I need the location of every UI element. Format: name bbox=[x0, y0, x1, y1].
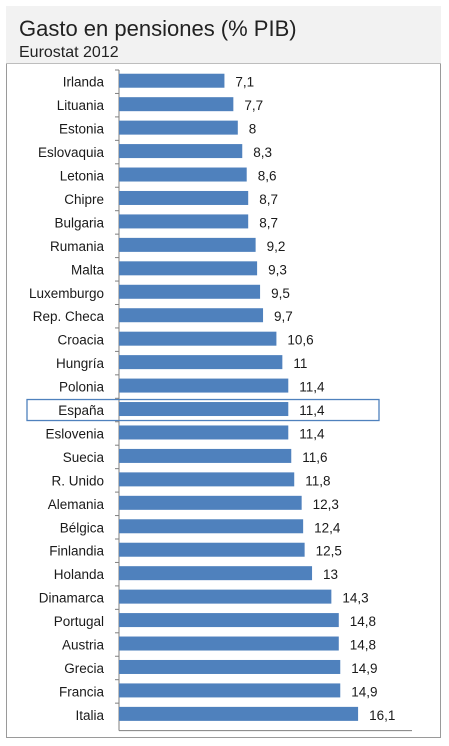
bar bbox=[119, 284, 261, 299]
bar bbox=[119, 97, 234, 112]
category-label: Dinamarca bbox=[39, 591, 105, 606]
category-label: Lituania bbox=[57, 98, 105, 113]
chart-subtitle: Eurostat 2012 bbox=[19, 44, 119, 61]
value-label: 13 bbox=[323, 567, 338, 582]
highlight-box bbox=[26, 398, 380, 422]
chart-header: Gasto en pensiones (% PIB) Eurostat 2012 bbox=[6, 6, 441, 64]
value-label: 12,5 bbox=[316, 544, 342, 559]
category-label: R. Unido bbox=[51, 473, 104, 488]
value-label: 16,1 bbox=[369, 708, 395, 723]
value-label: 14,8 bbox=[350, 614, 376, 629]
bar bbox=[119, 589, 332, 604]
category-label: Hungría bbox=[56, 356, 105, 371]
bar bbox=[119, 706, 359, 721]
bar bbox=[119, 472, 295, 487]
value-label: 8 bbox=[249, 122, 257, 137]
value-label: 12,4 bbox=[314, 520, 341, 535]
category-label: Chipre bbox=[64, 192, 104, 207]
bar bbox=[119, 331, 277, 346]
bar bbox=[119, 237, 256, 252]
category-label: Luxemburgo bbox=[29, 286, 104, 301]
value-label: 14,8 bbox=[350, 638, 376, 653]
value-label: 8,7 bbox=[259, 192, 278, 207]
category-label: Bulgaria bbox=[54, 215, 104, 230]
bar bbox=[119, 402, 289, 417]
value-label: 11,8 bbox=[305, 473, 330, 488]
category-label: Rumania bbox=[50, 239, 105, 254]
category-label: Irlanda bbox=[63, 75, 105, 90]
value-label: 11,4 bbox=[299, 403, 325, 418]
chart-title: Gasto en pensiones (% PIB) bbox=[19, 16, 297, 41]
bar bbox=[119, 495, 302, 510]
bar bbox=[119, 73, 225, 88]
category-label: Malta bbox=[71, 262, 105, 277]
category-label: Grecia bbox=[64, 661, 104, 676]
value-label: 11,6 bbox=[302, 450, 327, 465]
value-label: 11,4 bbox=[299, 380, 325, 395]
bar bbox=[119, 448, 292, 463]
category-label: Bélgica bbox=[60, 520, 105, 535]
bar bbox=[119, 542, 305, 557]
value-label: 8,7 bbox=[259, 215, 278, 230]
value-label: 8,6 bbox=[258, 169, 277, 184]
category-label: España bbox=[58, 403, 104, 418]
bar bbox=[119, 519, 304, 534]
value-label: 9,2 bbox=[267, 239, 286, 254]
value-label: 14,3 bbox=[342, 591, 368, 606]
category-label: Eslovaquia bbox=[38, 145, 105, 160]
category-label: Croacia bbox=[57, 333, 104, 348]
category-label: Austria bbox=[62, 638, 105, 653]
category-label: Rep. Checa bbox=[33, 309, 105, 324]
category-label: Portugal bbox=[54, 614, 104, 629]
bar bbox=[119, 613, 339, 628]
value-label: 9,3 bbox=[268, 262, 287, 277]
bar bbox=[119, 683, 341, 698]
value-label: 14,9 bbox=[351, 661, 377, 676]
category-label: Letonia bbox=[60, 169, 105, 184]
value-label: 9,5 bbox=[271, 286, 290, 301]
value-label: 10,6 bbox=[287, 333, 313, 348]
bar bbox=[119, 190, 249, 205]
bar bbox=[119, 378, 289, 393]
bar bbox=[119, 636, 339, 651]
value-label: 7,7 bbox=[244, 98, 263, 113]
bar bbox=[119, 120, 238, 135]
value-label: 12,3 bbox=[313, 497, 339, 512]
category-label: Suecia bbox=[63, 450, 105, 465]
category-label: Polonia bbox=[59, 380, 105, 395]
category-label: Alemania bbox=[48, 497, 105, 512]
category-label: Eslovenia bbox=[45, 426, 104, 441]
bar bbox=[119, 659, 341, 674]
bar bbox=[119, 308, 264, 323]
value-label: 14,9 bbox=[351, 684, 377, 699]
bar bbox=[119, 167, 247, 182]
bar bbox=[119, 261, 258, 276]
category-label: Francia bbox=[59, 684, 105, 699]
value-label: 11,4 bbox=[299, 426, 325, 441]
category-label: Estonia bbox=[59, 122, 105, 137]
bar bbox=[119, 566, 313, 581]
value-label: 9,7 bbox=[274, 309, 293, 324]
bar bbox=[119, 425, 289, 440]
category-label: Finlandia bbox=[49, 544, 104, 559]
category-label: Holanda bbox=[54, 567, 105, 582]
value-label: 8,3 bbox=[253, 145, 272, 160]
value-label: 7,1 bbox=[235, 75, 254, 90]
bar bbox=[119, 144, 243, 159]
bar bbox=[119, 214, 249, 229]
value-label: 11 bbox=[293, 356, 307, 371]
bar bbox=[119, 355, 283, 370]
category-label: Italia bbox=[75, 708, 104, 723]
